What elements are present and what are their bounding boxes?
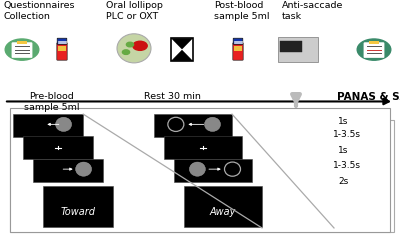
Ellipse shape	[117, 35, 151, 64]
Text: Away: Away	[210, 206, 236, 216]
Text: Anti-saccade
task: Anti-saccade task	[282, 1, 343, 21]
Bar	[43, 186, 113, 227]
Text: 1-3.5s: 1-3.5s	[333, 130, 361, 139]
Bar	[280, 42, 302, 53]
FancyBboxPatch shape	[12, 44, 32, 58]
Bar	[369, 42, 379, 45]
Bar	[234, 47, 242, 52]
Circle shape	[5, 40, 39, 61]
Polygon shape	[172, 51, 192, 61]
Text: Toward: Toward	[61, 206, 96, 216]
FancyBboxPatch shape	[57, 39, 67, 45]
Bar	[23, 137, 93, 159]
Text: Oral lollipop
PLC or OXT: Oral lollipop PLC or OXT	[106, 1, 163, 21]
Bar	[10, 120, 394, 232]
Text: Post-blood
sample 5ml: Post-blood sample 5ml	[214, 1, 270, 21]
Bar	[174, 159, 252, 182]
FancyBboxPatch shape	[364, 44, 384, 58]
Ellipse shape	[76, 162, 92, 176]
Bar	[58, 47, 66, 52]
Bar	[13, 115, 83, 137]
Bar	[164, 137, 242, 159]
Bar	[17, 42, 27, 45]
Bar	[171, 39, 193, 62]
Bar	[33, 159, 103, 182]
Bar	[278, 38, 318, 63]
Ellipse shape	[56, 118, 72, 132]
Text: Rest 30 min: Rest 30 min	[144, 92, 200, 101]
Circle shape	[126, 43, 134, 48]
Text: Questionnaires
Collection: Questionnaires Collection	[4, 1, 76, 21]
Bar	[10, 108, 390, 232]
FancyBboxPatch shape	[57, 44, 67, 61]
Text: 1s: 1s	[338, 145, 348, 154]
Circle shape	[357, 40, 391, 61]
Text: PANAS & SAI: PANAS & SAI	[337, 92, 400, 102]
Bar	[184, 186, 262, 227]
Ellipse shape	[190, 162, 206, 176]
Bar	[154, 115, 232, 137]
Ellipse shape	[204, 118, 220, 132]
Text: Pre-blood
sample 5ml: Pre-blood sample 5ml	[24, 92, 80, 111]
Text: 2s: 2s	[338, 177, 348, 186]
Polygon shape	[172, 39, 192, 50]
Text: 1s: 1s	[338, 117, 348, 126]
FancyBboxPatch shape	[233, 39, 243, 45]
Text: 1-3.5s: 1-3.5s	[333, 160, 361, 169]
Circle shape	[133, 42, 147, 51]
Circle shape	[122, 51, 130, 55]
FancyBboxPatch shape	[233, 44, 243, 61]
